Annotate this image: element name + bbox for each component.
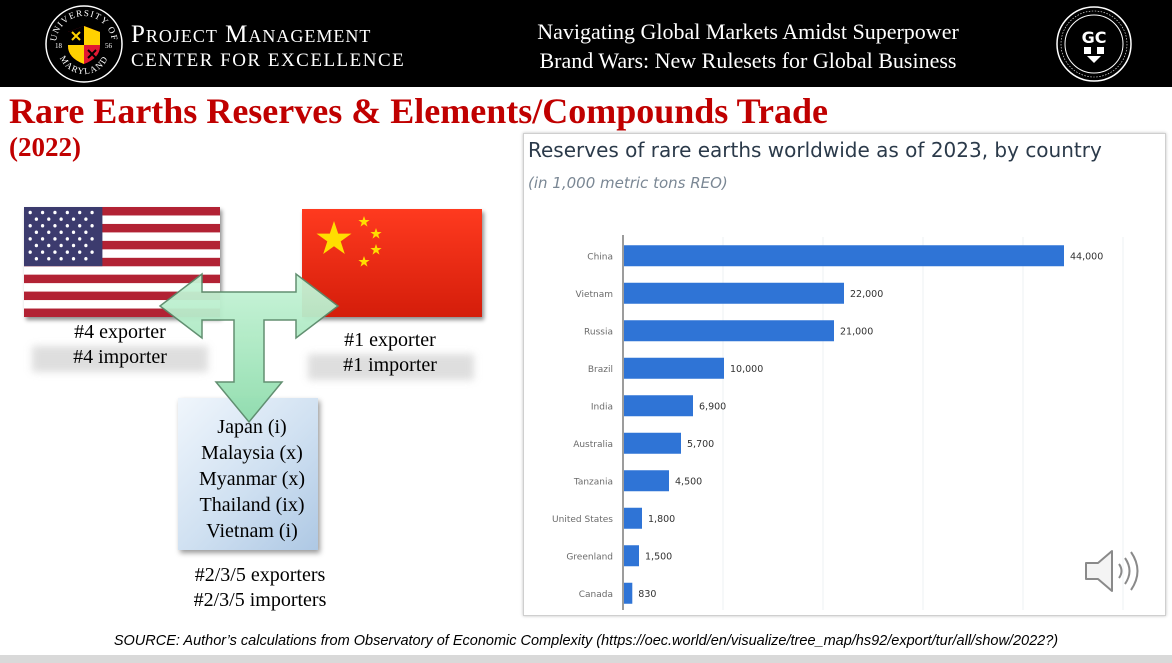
category-label-brazil: Brazil [588, 365, 613, 375]
value-label-russia: 21,000 [840, 326, 873, 337]
bar-tanzania [624, 470, 669, 492]
value-label-china: 44,000 [1070, 251, 1103, 262]
value-label-tanzania: 4,500 [675, 476, 702, 487]
category-label-canada: Canada [579, 590, 613, 600]
asian-importer-rank: #2/3/5 importers [193, 589, 327, 611]
asian-country-list: Japan (i) Malaysia (x) Myanmar (x) Thail… [178, 414, 326, 544]
svg-text:18: 18 [55, 42, 63, 50]
bar-united-states [624, 507, 642, 529]
redacted-text-us [32, 346, 208, 372]
category-label-united-states: United States [552, 515, 613, 525]
umd-seal-logo: UNIVERSITY OF MARYLAND 18 56 [45, 5, 123, 83]
value-label-brazil: 10,000 [730, 364, 763, 375]
china-importer-rank: #1 importer [343, 354, 437, 376]
presentation-title: Navigating Global Markets Amidst Superpo… [470, 17, 1026, 75]
chart-subtitle: (in 1,000 metric tons REO) [528, 174, 728, 192]
southeast-asia-map [178, 398, 318, 550]
bar-russia [624, 320, 834, 342]
org-name-line1: Project Management [131, 21, 372, 48]
reserves-bar-chart: China 44,000 Vietnam 22,000 Russia 21,000 Braz… [552, 235, 1124, 610]
value-label-greenland: 1,500 [645, 551, 672, 562]
bar-australia [624, 432, 681, 454]
slide-bottom-strip [0, 655, 1172, 663]
org-name-line2: CENTER FOR EXCELLENCE [131, 50, 406, 71]
value-label-canada: 830 [638, 589, 656, 600]
value-label-australia: 5,700 [687, 439, 714, 450]
presentation-title-line1: Navigating Global Markets Amidst Superpo… [537, 19, 959, 44]
us-importer-rank: #4 importer [73, 346, 167, 368]
bar-greenland [624, 545, 639, 567]
country-japan: Japan (i) [217, 416, 287, 438]
slide-title: Rare Earths Reserves & Elements/Compound… [9, 91, 828, 131]
category-label-india: India [591, 402, 613, 412]
source-citation: SOURCE: Author’s calculations from Obser… [113, 633, 1059, 649]
china-trade-rank: #1 exporter #1 importer [300, 328, 480, 378]
bar-canada [624, 582, 633, 604]
category-label-tanzania: Tanzania [573, 477, 613, 487]
chart-title: Reserves of rare earths worldwide as of … [528, 138, 1102, 162]
bar-brazil [624, 357, 724, 379]
us-trade-rank: #4 exporter #4 importer [30, 320, 210, 370]
bar-vietnam [624, 282, 844, 304]
category-label-china: China [587, 252, 613, 262]
country-thailand: Thailand (ix) [199, 494, 305, 516]
slide-year: (2022) [9, 132, 81, 162]
presentation-title-line2: Brand Wars: New Rulesets for Global Busi… [539, 48, 957, 73]
value-label-united-states: 1,800 [648, 514, 675, 525]
country-malaysia: Malaysia (x) [201, 442, 303, 464]
us-exporter-rank: #4 exporter [74, 321, 166, 343]
value-label-india: 6,900 [699, 401, 726, 412]
country-vietnam: Vietnam (i) [206, 520, 298, 542]
china-exporter-rank: #1 exporter [344, 329, 436, 351]
china-flag [302, 209, 482, 317]
speaker-icon[interactable] [1082, 545, 1142, 597]
svg-text:GC: GC [1082, 28, 1107, 47]
three-way-arrow-icon [158, 272, 340, 424]
header-bar: UNIVERSITY OF MARYLAND 18 56 Project Man… [0, 0, 1172, 87]
category-label-greenland: Greenland [566, 552, 613, 562]
category-label-australia: Australia [573, 440, 613, 450]
global-center-logo: GC [1056, 6, 1132, 82]
asian-exporter-rank: #2/3/5 exporters [194, 564, 326, 586]
bar-india [624, 395, 693, 417]
asian-trade-rank: #2/3/5 exporters #2/3/5 importers [150, 563, 370, 613]
country-myanmar: Myanmar (x) [198, 468, 306, 490]
bar-china [624, 245, 1064, 267]
category-label-vietnam: Vietnam [575, 290, 613, 300]
value-label-vietnam: 22,000 [850, 289, 883, 300]
category-label-russia: Russia [584, 327, 613, 337]
svg-text:56: 56 [105, 42, 113, 50]
redacted-text-china [308, 354, 474, 380]
